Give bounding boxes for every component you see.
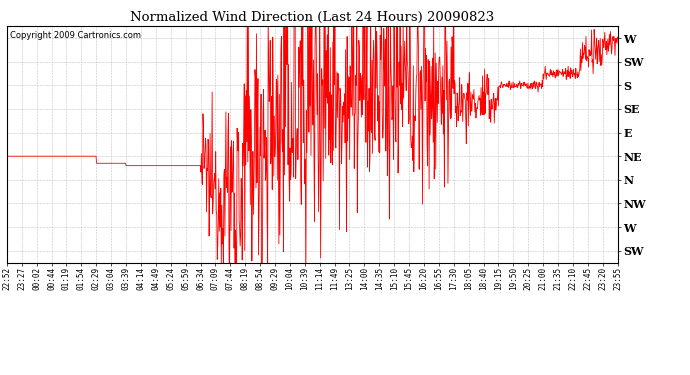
Title: Normalized Wind Direction (Last 24 Hours) 20090823: Normalized Wind Direction (Last 24 Hours… [130, 11, 494, 24]
Text: Copyright 2009 Cartronics.com: Copyright 2009 Cartronics.com [10, 31, 141, 40]
